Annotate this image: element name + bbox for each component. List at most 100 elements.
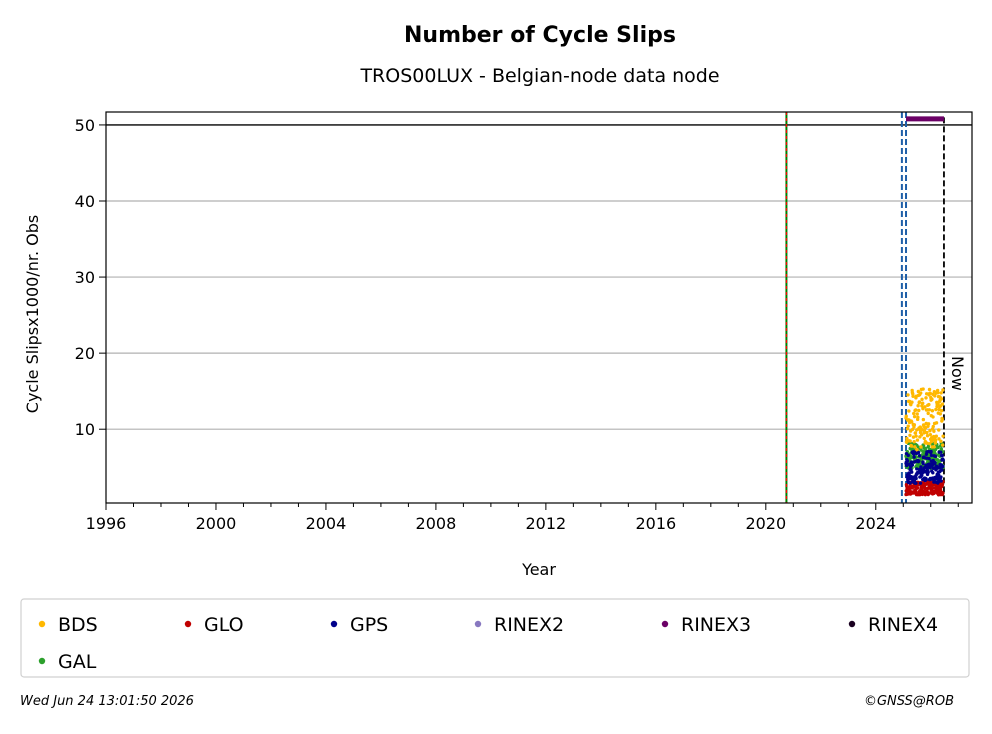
data-point-bds: [928, 391, 932, 395]
data-point-bds: [921, 387, 925, 391]
data-point-gps: [919, 465, 923, 469]
x-tick-label: 2008: [416, 514, 457, 533]
data-point-gps: [939, 479, 943, 483]
data-point-bds: [923, 426, 928, 430]
data-point-gps: [933, 461, 937, 465]
data-point-bds: [923, 405, 927, 409]
legend-label-rinex4: RINEX4: [868, 614, 938, 636]
x-tick-label: 1996: [86, 514, 127, 533]
data-point-glo: [923, 486, 927, 491]
data-point-bds: [916, 389, 921, 394]
x-tick-label: 2020: [745, 514, 786, 533]
data-points: [904, 387, 945, 497]
data-point-bds: [915, 412, 919, 416]
data-point-bds: [919, 391, 923, 395]
data-point-gps: [917, 454, 922, 458]
data-point-bds: [905, 427, 910, 431]
data-point-gps: [914, 481, 918, 485]
data-point-bds: [927, 408, 931, 412]
data-point-gps: [933, 454, 938, 459]
data-point-bds: [915, 447, 919, 452]
x-tick-label: 2012: [526, 514, 567, 533]
data-point-gps: [918, 481, 923, 485]
legend-marker-glo: [184, 620, 192, 628]
data-point-bds: [909, 444, 914, 448]
data-point-bds: [932, 445, 936, 449]
data-point-bds: [911, 435, 916, 439]
data-point-bds: [939, 397, 944, 401]
data-point-gps: [939, 450, 943, 454]
data-point-bds: [936, 390, 940, 395]
data-point-bds: [926, 422, 931, 426]
data-point-gps: [937, 473, 941, 477]
data-point-gps: [932, 480, 936, 484]
legend-marker-bds: [38, 620, 46, 628]
data-point-bds: [916, 404, 920, 408]
data-point-gal: [921, 443, 926, 448]
legend-label-bds: BDS: [58, 614, 98, 636]
data-point-bds: [916, 415, 920, 420]
data-point-glo: [913, 490, 918, 494]
data-point-glo: [940, 482, 945, 487]
data-point-gps: [910, 470, 914, 474]
data-point-gal: [939, 447, 944, 451]
data-point-gps: [916, 450, 921, 455]
data-point-bds: [910, 400, 914, 404]
data-point-bds: [910, 420, 914, 424]
data-point-bds: [921, 401, 925, 406]
data-point-gps: [929, 453, 934, 458]
data-point-bds: [941, 388, 945, 392]
data-point-bds: [933, 438, 938, 443]
data-point-bds: [925, 430, 929, 435]
data-point-gps: [912, 455, 916, 459]
data-point-bds: [912, 411, 916, 416]
copyright-note: ©GNSS@ROB: [863, 694, 954, 709]
legend: BDS GLO GPS RINEX2 RINEX3 RINEX4 GAL: [38, 614, 938, 673]
data-point-bds: [920, 397, 924, 402]
data-point-gps: [906, 453, 910, 458]
plot-frame: [105, 111, 973, 504]
data-point-bds: [919, 433, 924, 437]
data-point-bds: [913, 431, 918, 435]
legend-label-gal: GAL: [58, 651, 97, 673]
data-point-gps: [909, 460, 914, 464]
y-axis-ticks: 10 20 30 40 50: [75, 116, 106, 439]
data-point-gal: [936, 445, 940, 450]
data-point-bds: [922, 429, 927, 433]
chart-subtitle: TROS00LUX - Belgian-node data node: [359, 65, 719, 87]
data-point-bds: [915, 438, 920, 442]
data-point-bds: [938, 412, 942, 416]
data-point-gps: [917, 459, 921, 463]
data-point-gps: [927, 456, 931, 461]
generated-timestamp: Wed Jun 24 13:01:50 2026: [20, 694, 194, 709]
data-point-bds: [940, 443, 945, 447]
data-point-bds: [934, 407, 938, 412]
data-point-gps: [905, 459, 910, 463]
data-point-bds: [911, 394, 915, 398]
y-tick-label: 10: [75, 420, 95, 439]
data-point-bds: [906, 424, 910, 428]
data-point-bds: [932, 429, 936, 433]
data-point-bds: [934, 434, 939, 438]
data-point-bds: [906, 393, 910, 397]
data-point-glo: [920, 492, 925, 497]
chart-title: Number of Cycle Slips: [404, 23, 676, 48]
data-point-bds: [937, 437, 941, 441]
data-point-gps: [940, 468, 944, 472]
data-point-bds: [912, 414, 917, 419]
now-label: Now: [948, 356, 967, 391]
data-point-bds: [931, 415, 935, 419]
data-point-bds: [930, 397, 934, 401]
data-point-gps: [941, 464, 945, 469]
legend-marker-gal: [38, 657, 46, 665]
data-point-gps: [926, 470, 930, 474]
data-point-bds: [937, 428, 941, 432]
data-point-glo: [916, 486, 920, 490]
data-point-bds: [913, 445, 917, 449]
data-point-bds: [931, 424, 935, 429]
data-point-bds: [927, 387, 932, 392]
legend-label-gps: GPS: [350, 614, 388, 636]
y-tick-label: 30: [75, 268, 95, 287]
grid-lines: [106, 124, 972, 430]
